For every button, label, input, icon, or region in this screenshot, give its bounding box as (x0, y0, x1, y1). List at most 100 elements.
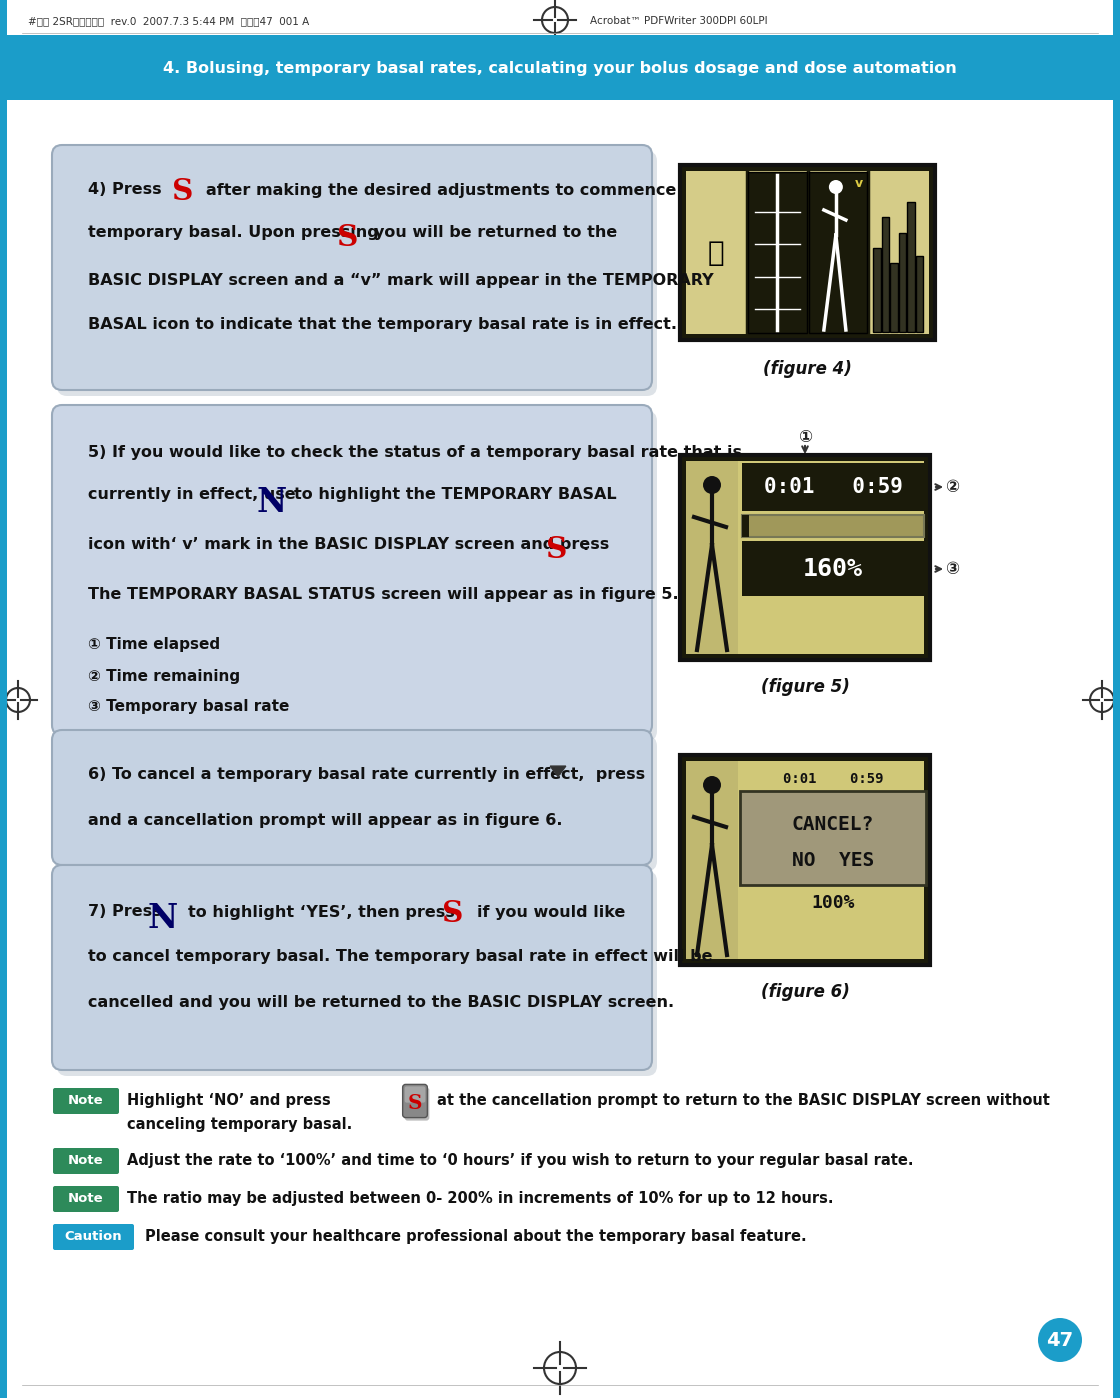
FancyBboxPatch shape (438, 892, 472, 938)
Text: cancelled and you will be returned to the BASIC DISPLAY screen.: cancelled and you will be returned to th… (88, 994, 674, 1009)
Text: to highlight ‘YES’, then press: to highlight ‘YES’, then press (188, 905, 455, 920)
FancyBboxPatch shape (404, 1088, 429, 1121)
Text: 🥄: 🥄 (708, 239, 725, 267)
FancyBboxPatch shape (915, 256, 923, 331)
Text: N: N (148, 902, 178, 934)
FancyBboxPatch shape (334, 214, 363, 236)
FancyBboxPatch shape (874, 247, 880, 331)
FancyBboxPatch shape (52, 405, 652, 735)
Text: ③: ③ (945, 561, 959, 577)
FancyBboxPatch shape (53, 1148, 119, 1174)
Circle shape (703, 475, 721, 493)
FancyBboxPatch shape (57, 735, 657, 871)
FancyBboxPatch shape (168, 171, 202, 217)
FancyBboxPatch shape (685, 171, 928, 334)
Text: to cancel temporary basal. The temporary basal rate in effect will be: to cancel temporary basal. The temporary… (88, 949, 712, 965)
FancyBboxPatch shape (741, 541, 924, 596)
FancyBboxPatch shape (680, 454, 930, 660)
FancyBboxPatch shape (166, 166, 199, 212)
FancyBboxPatch shape (542, 528, 576, 575)
Text: (figure 6): (figure 6) (760, 983, 849, 1001)
Text: BASIC DISPLAY screen and a “v” mark will appear in the TEMPORARY: BASIC DISPLAY screen and a “v” mark will… (88, 273, 713, 288)
FancyBboxPatch shape (881, 217, 889, 331)
Text: Acrobat™ PDFWriter 300DPI 60LPI: Acrobat™ PDFWriter 300DPI 60LPI (590, 15, 767, 27)
FancyBboxPatch shape (685, 461, 924, 654)
FancyBboxPatch shape (57, 871, 657, 1076)
Text: S: S (337, 222, 358, 252)
Text: Note: Note (68, 1095, 104, 1107)
Text: icon with‘ v’ mark in the BASIC DISPLAY screen and press: icon with‘ v’ mark in the BASIC DISPLAY … (88, 537, 609, 552)
FancyBboxPatch shape (748, 172, 806, 333)
Text: ② Time remaining: ② Time remaining (88, 668, 240, 684)
Ellipse shape (149, 900, 177, 920)
Ellipse shape (545, 759, 571, 773)
FancyBboxPatch shape (52, 145, 652, 390)
FancyBboxPatch shape (1113, 0, 1120, 1398)
FancyBboxPatch shape (0, 35, 1120, 101)
Text: Please consult your healthcare professional about the temporary basal feature.: Please consult your healthcare professio… (144, 1229, 806, 1244)
FancyBboxPatch shape (741, 514, 749, 537)
Circle shape (703, 776, 721, 794)
Text: N: N (256, 485, 287, 519)
FancyBboxPatch shape (907, 201, 915, 331)
Circle shape (1038, 1318, 1082, 1362)
Text: 6) To cancel a temporary basal rate currently in effect,  press: 6) To cancel a temporary basal rate curr… (88, 766, 645, 781)
Text: at the cancellation prompt to return to the BASIC DISPLAY screen without: at the cancellation prompt to return to … (437, 1093, 1049, 1109)
Text: 4) Press: 4) Press (88, 183, 161, 197)
FancyBboxPatch shape (542, 527, 571, 549)
Text: S: S (547, 535, 568, 565)
Ellipse shape (258, 485, 286, 505)
FancyBboxPatch shape (52, 730, 652, 865)
Ellipse shape (542, 755, 573, 786)
Text: .: . (582, 537, 588, 552)
FancyBboxPatch shape (741, 463, 924, 512)
FancyBboxPatch shape (741, 514, 924, 537)
Text: Note: Note (68, 1192, 104, 1205)
FancyBboxPatch shape (890, 263, 897, 331)
Text: 47: 47 (1046, 1331, 1074, 1349)
FancyBboxPatch shape (52, 865, 652, 1069)
Text: v: v (856, 178, 864, 190)
Text: 100%: 100% (811, 893, 855, 911)
Text: (figure 4): (figure 4) (763, 361, 852, 377)
Text: currently in effect, use: currently in effect, use (88, 488, 296, 502)
Ellipse shape (544, 758, 576, 788)
Text: BASAL icon to indicate that the temporary basal rate is in effect.: BASAL icon to indicate that the temporar… (88, 317, 676, 333)
FancyBboxPatch shape (404, 1086, 426, 1103)
Text: (figure 5): (figure 5) (760, 678, 849, 696)
FancyBboxPatch shape (437, 889, 469, 935)
FancyBboxPatch shape (57, 411, 657, 741)
FancyBboxPatch shape (53, 1225, 134, 1250)
FancyBboxPatch shape (53, 1088, 119, 1114)
Text: Highlight ‘NO’ and press: Highlight ‘NO’ and press (127, 1093, 330, 1109)
FancyBboxPatch shape (334, 215, 366, 261)
Text: The TEMPORARY BASAL STATUS screen will appear as in figure 5.: The TEMPORARY BASAL STATUS screen will a… (88, 587, 679, 603)
Ellipse shape (255, 478, 289, 523)
FancyBboxPatch shape (403, 1085, 428, 1117)
FancyBboxPatch shape (680, 755, 930, 965)
FancyBboxPatch shape (685, 761, 738, 959)
Text: Adjust the rate to ‘100%’ and time to ‘0 hours’ if you wish to return to your re: Adjust the rate to ‘100%’ and time to ‘0… (127, 1153, 914, 1169)
Text: ①: ① (797, 428, 812, 446)
Text: and a cancellation prompt will appear as in figure 6.: and a cancellation prompt will appear as… (88, 812, 562, 828)
Text: after making the desired adjustments to commence: after making the desired adjustments to … (206, 183, 676, 197)
Text: Caution: Caution (64, 1230, 122, 1243)
Text: 4. Bolusing, temporary basal rates, calculating your bolus dosage and dose autom: 4. Bolusing, temporary basal rates, calc… (164, 60, 956, 75)
Text: ②: ② (945, 478, 959, 496)
Text: 0:01    0:59: 0:01 0:59 (783, 772, 884, 786)
Text: 5) If you would like to check the status of a temporary basal rate that is: 5) If you would like to check the status… (88, 445, 741, 460)
FancyBboxPatch shape (898, 232, 906, 331)
Polygon shape (550, 766, 566, 776)
Text: S: S (408, 1093, 422, 1113)
Text: to highlight the TEMPORARY BASAL: to highlight the TEMPORARY BASAL (293, 488, 617, 502)
Text: CANCEL?: CANCEL? (792, 815, 874, 835)
FancyBboxPatch shape (685, 461, 738, 654)
Text: canceling temporary basal.: canceling temporary basal. (127, 1117, 353, 1131)
FancyBboxPatch shape (740, 791, 926, 885)
FancyBboxPatch shape (540, 526, 573, 570)
Circle shape (829, 180, 843, 194)
Text: temporary basal. Upon pressing: temporary basal. Upon pressing (88, 225, 379, 239)
Text: 0:01   0:59: 0:01 0:59 (764, 477, 903, 498)
FancyBboxPatch shape (53, 1186, 119, 1212)
FancyBboxPatch shape (168, 169, 198, 192)
